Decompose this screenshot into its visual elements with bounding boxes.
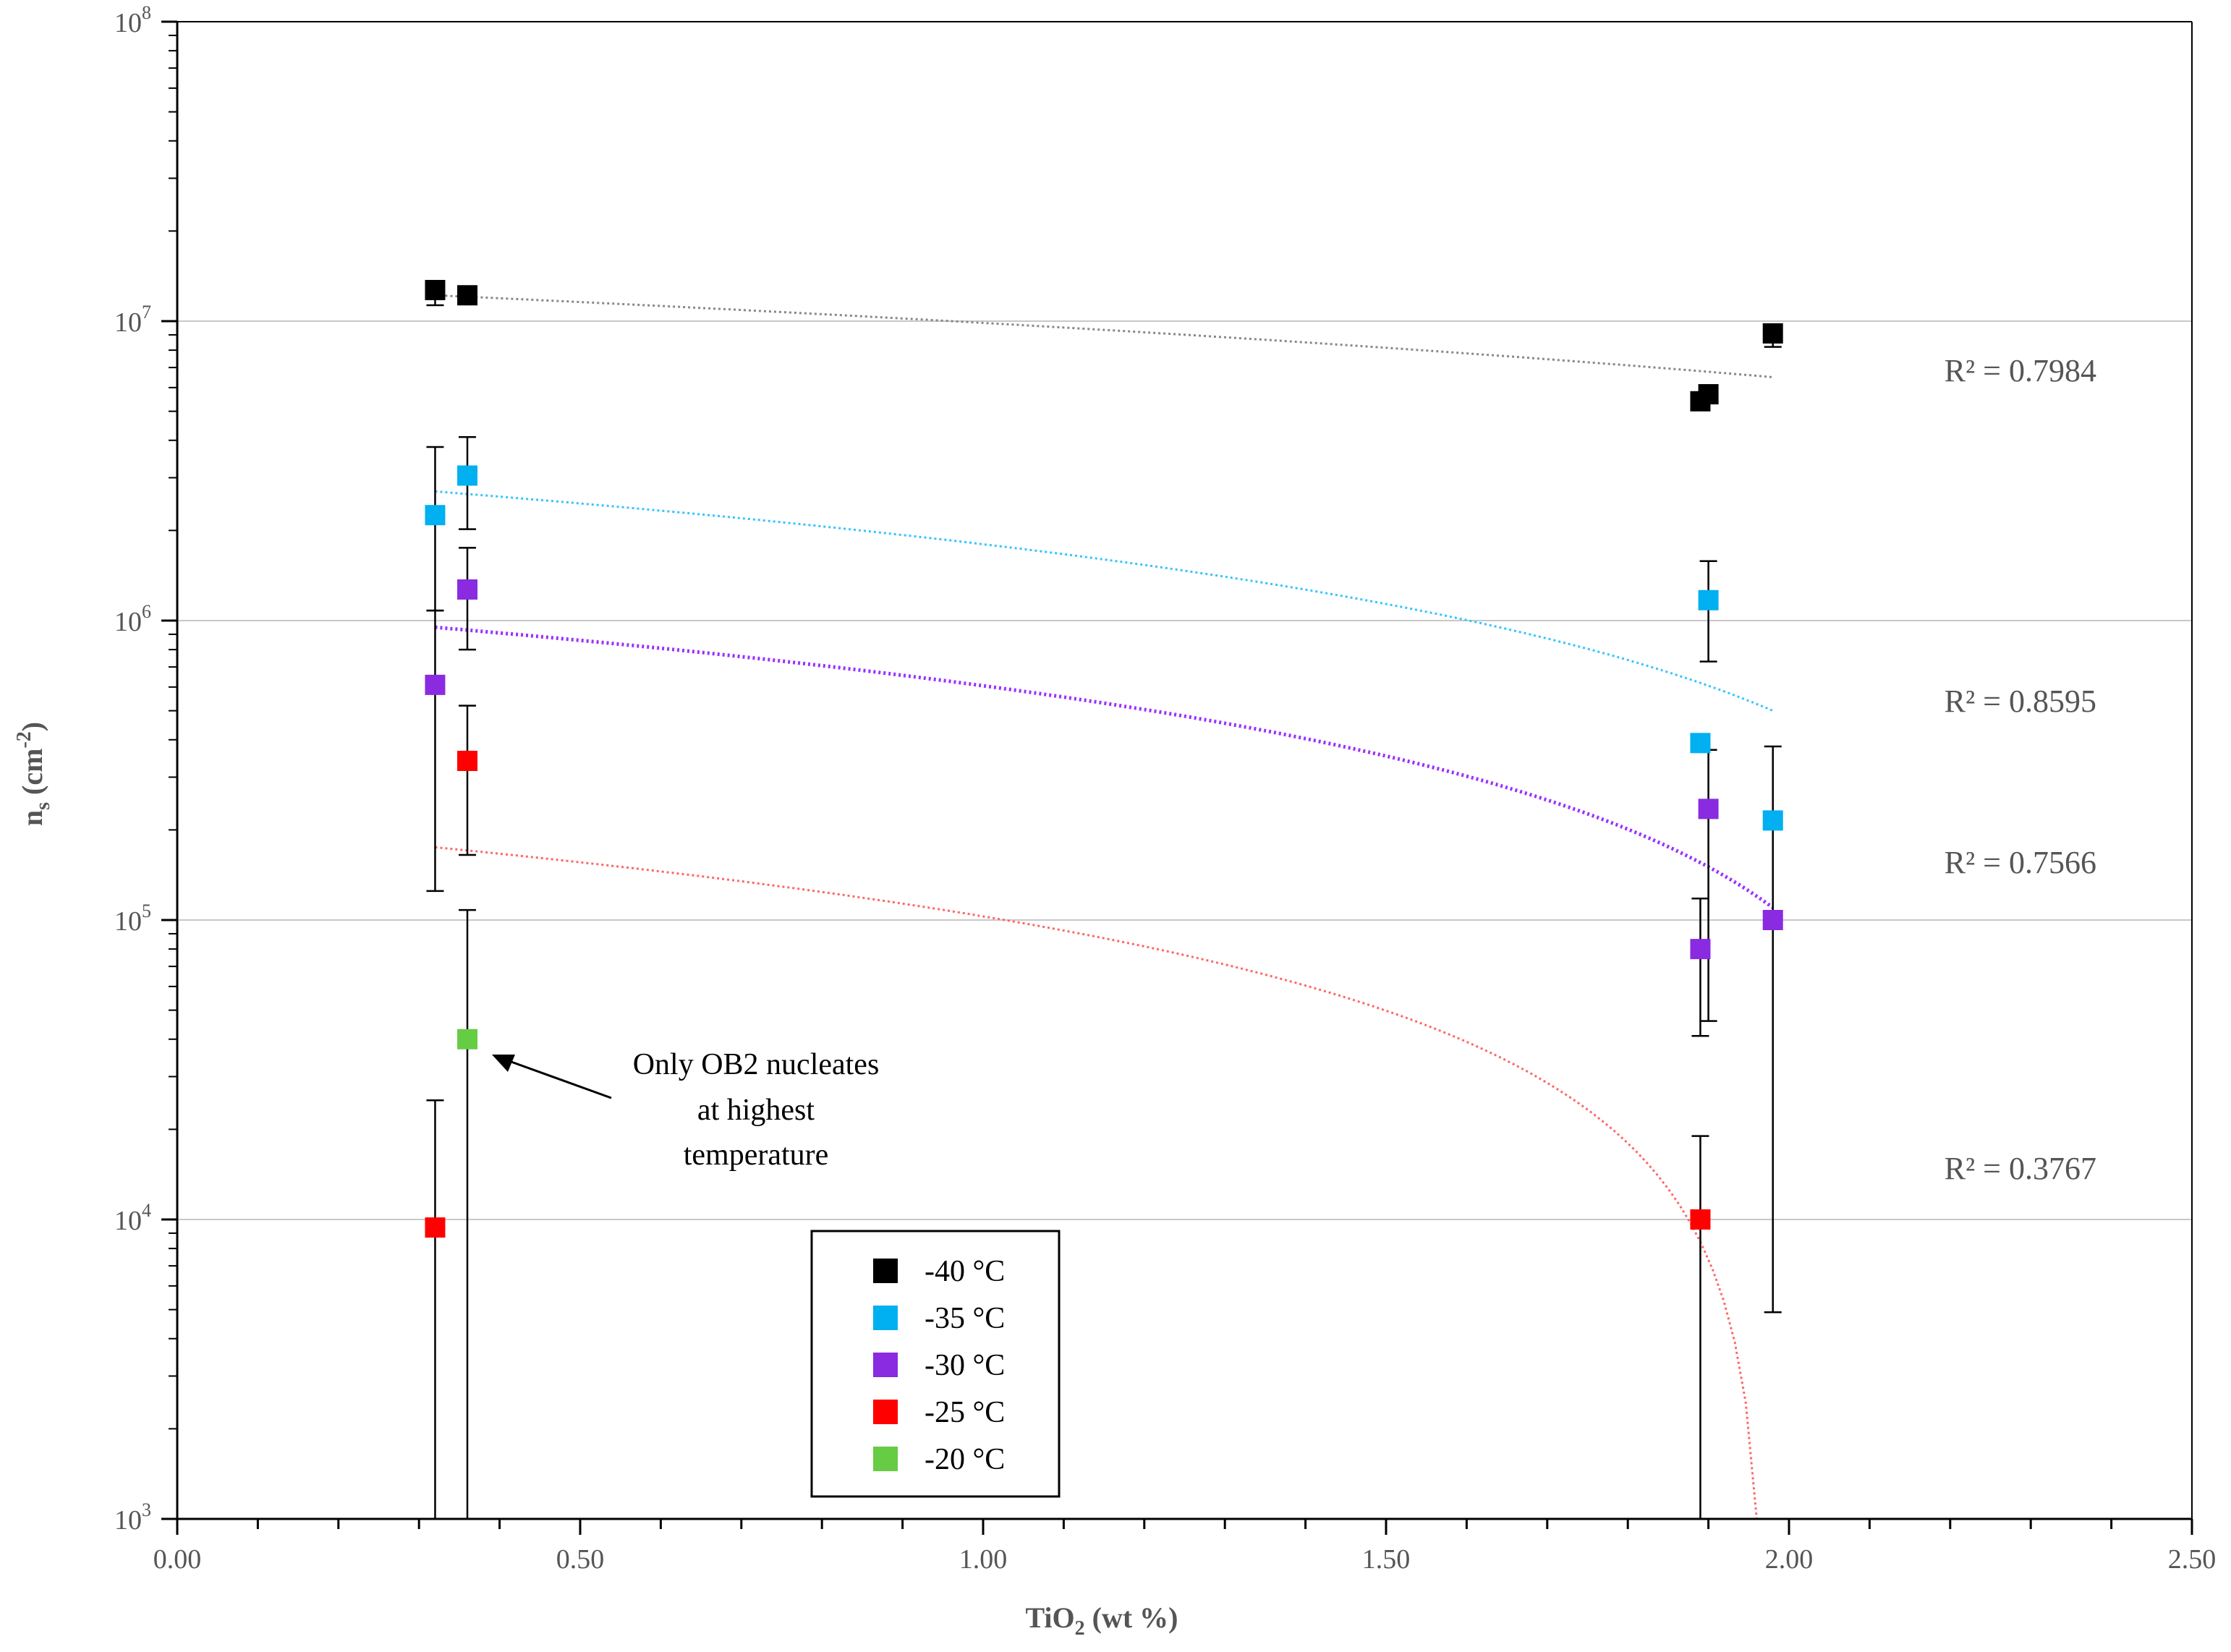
- x-tick-label: 2.50: [2168, 1544, 2217, 1575]
- y-tick-label: 103: [114, 1499, 151, 1536]
- point-2-4: [1762, 910, 1783, 930]
- r-squared-labels: R² = 0.7984 R² = 0.8595 R² = 0.7566 R² = 0.…: [1945, 353, 2096, 1186]
- y-axis-title: ns (cm-2): [13, 722, 54, 826]
- y-tick-label: 108: [114, 2, 151, 38]
- legend-label-2: -30 °C: [925, 1349, 1005, 1382]
- annotation-arrow-shaft: [498, 1056, 612, 1099]
- x-tick-label: 1.00: [959, 1544, 1008, 1575]
- y-tick-label: 104: [114, 1200, 151, 1236]
- data-points: [425, 280, 1783, 1238]
- point-1-0: [425, 505, 446, 526]
- legend-label-4: -20 °C: [925, 1443, 1005, 1476]
- point-3-0: [425, 1217, 446, 1238]
- point-0-4: [1762, 323, 1783, 344]
- annotation-line-3: temperature: [684, 1138, 829, 1172]
- x-tick-label: 0.50: [556, 1544, 605, 1575]
- error-bars: [426, 284, 1782, 1519]
- point-4-0: [457, 1029, 478, 1049]
- y-tick-label: 107: [114, 302, 151, 338]
- trend-line-0: [435, 294, 1773, 378]
- point-1-3: [1698, 589, 1719, 610]
- annotation: Only OB2 nucleates at highest temperatur…: [492, 1048, 879, 1172]
- legend-marker-2: [873, 1353, 898, 1377]
- annotation-arrowhead: [492, 1055, 515, 1072]
- x-tick-labels: 0.00 0.50 1.00 1.50 2.00 2.50: [153, 1544, 2217, 1575]
- legend-label-0: -40 °C: [925, 1255, 1005, 1288]
- r2-label-0: R² = 0.7984: [1945, 353, 2096, 388]
- x-tick-label: 1.50: [1362, 1544, 1411, 1575]
- y-tick-label: 105: [114, 900, 151, 937]
- point-0-0: [425, 280, 446, 301]
- trend-line-3: [435, 846, 1758, 1520]
- legend-marker-4: [873, 1447, 898, 1471]
- x-tick-label: 2.00: [1765, 1544, 1814, 1575]
- r2-label-3: R² = 0.3767: [1945, 1151, 2096, 1186]
- point-2-1: [457, 579, 478, 600]
- annotation-line-2: at highest: [697, 1094, 815, 1127]
- legend-box: [810, 1230, 1061, 1498]
- annotation-line-1: Only OB2 nucleates: [633, 1048, 880, 1081]
- point-1-1: [457, 465, 478, 486]
- point-1-2: [1690, 733, 1711, 754]
- y-tick-label: 106: [114, 601, 151, 637]
- legend-label-3: -25 °C: [925, 1396, 1005, 1429]
- r2-label-1: R² = 0.8595: [1945, 684, 2096, 719]
- r2-label-2: R² = 0.7566: [1945, 845, 2096, 880]
- legend-marker-1: [873, 1306, 898, 1330]
- point-2-3: [1698, 799, 1719, 819]
- x-tick-label: 0.00: [153, 1544, 202, 1575]
- trend-line-2: [435, 625, 1775, 909]
- point-0-1: [457, 285, 478, 306]
- x-axis-title: TiO2 (wt %): [1025, 1601, 1178, 1640]
- legend-marker-3: [873, 1400, 898, 1424]
- axes: [161, 20, 2193, 1535]
- trend-lines: [435, 294, 1775, 1520]
- point-3-2: [1690, 1209, 1711, 1230]
- point-3-1: [457, 750, 478, 771]
- legend: -40 °C -35 °C -30 °C -25 °C -20 °C: [810, 1230, 1061, 1498]
- y-tick-labels: 103 104 105 106 107 108: [114, 2, 151, 1536]
- point-1-4: [1762, 810, 1783, 831]
- point-2-2: [1690, 939, 1711, 960]
- legend-marker-0: [873, 1259, 898, 1283]
- point-2-0: [425, 674, 446, 695]
- trend-line-1: [435, 490, 1774, 712]
- legend-label-1: -35 °C: [925, 1302, 1005, 1335]
- point-0-3: [1698, 384, 1719, 405]
